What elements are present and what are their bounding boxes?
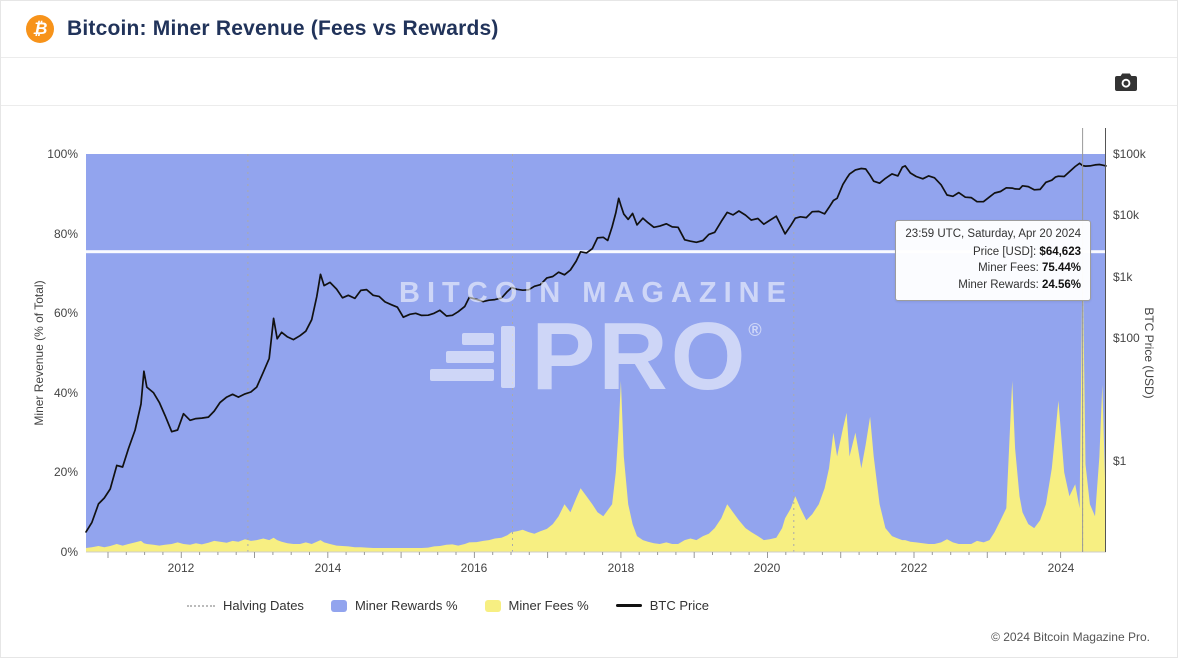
- tooltip-timestamp: 23:59 UTC, Saturday, Apr 20 2024: [905, 228, 1081, 240]
- x-tick-label: 2024: [1047, 561, 1075, 575]
- copyright-text: © 2024 Bitcoin Magazine Pro.: [991, 630, 1150, 644]
- y-right-tick-label: $1k: [1113, 270, 1133, 284]
- bitcoin-symbol: ₿: [32, 19, 48, 39]
- y-left-tick-label: 20%: [53, 465, 78, 479]
- x-tick-label: 2012: [167, 561, 195, 575]
- legend-label: BTC Price: [649, 598, 709, 613]
- y-left-tick-label: 100%: [47, 147, 78, 161]
- y-axis-title-right: BTC Price (USD): [1142, 307, 1156, 399]
- x-tick-label: 2018: [607, 561, 635, 575]
- halving-dates-swatch: [187, 604, 215, 607]
- x-tick-label: 2022: [900, 561, 928, 575]
- y-right-tick-label: $1: [1113, 454, 1127, 468]
- legend-item-miner-rewards[interactable]: Miner Rewards %: [330, 598, 458, 613]
- export-image-button[interactable]: [1111, 70, 1141, 94]
- y-right-tick-label: $100k: [1113, 147, 1146, 161]
- y-right-tick-label: $100: [1113, 331, 1140, 345]
- legend-label: Miner Fees %: [508, 598, 589, 613]
- x-tick-label: 2014: [314, 561, 342, 575]
- legend-item-miner-fees[interactable]: Miner Fees %: [484, 598, 589, 613]
- miner-rewards-swatch: [330, 599, 347, 612]
- y-left-tick-label: 80%: [53, 227, 78, 241]
- tooltip-rewards-row: Miner Rewards: 24.56%: [958, 279, 1081, 292]
- chart-tooltip: 23:59 UTC, Saturday, Apr 20 2024 Price […: [895, 220, 1091, 301]
- page-title: Bitcoin: Miner Revenue (Fees vs Rewards): [67, 17, 499, 40]
- legend-label: Miner Rewards %: [354, 598, 458, 613]
- camera-icon: [1114, 72, 1138, 92]
- chart-toolbar: [1, 58, 1177, 106]
- x-tick-label: 2020: [753, 561, 781, 575]
- plot-canvas[interactable]: [85, 128, 1107, 558]
- y-left-tick-label: 60%: [53, 306, 78, 320]
- legend-item-btc-price[interactable]: BTC Price: [615, 598, 709, 613]
- tooltip-price-row: Price [USD]: $64,623: [972, 245, 1081, 258]
- miner-revenue-chart: Miner Revenue (% of Total) BTC Price (US…: [1, 105, 1177, 583]
- tooltip-fees-row: Miner Fees: 75.44%: [978, 262, 1081, 275]
- y-axis-title-left: Miner Revenue (% of Total): [32, 280, 46, 426]
- y-left-tick-label: 40%: [53, 386, 78, 400]
- x-tick-label: 2016: [460, 561, 488, 575]
- miner-fees-swatch: [484, 599, 501, 612]
- y-right-tick-label: $10k: [1113, 208, 1140, 222]
- legend-label: Halving Dates: [223, 598, 304, 613]
- btc-price-swatch: [615, 604, 642, 607]
- page-header: ₿ Bitcoin: Miner Revenue (Fees vs Reward…: [1, 1, 1177, 58]
- legend-item-halving-dates[interactable]: Halving Dates: [187, 598, 304, 613]
- plot-area[interactable]: BITCOIN MAGAZINE PRO ® 23:59 UTC, Saturd…: [85, 128, 1107, 558]
- y-left-tick-label: 0%: [60, 545, 78, 559]
- chart-legend: Halving Dates Miner Rewards % Miner Fees…: [187, 598, 709, 613]
- bitcoin-logo-icon: ₿: [26, 15, 54, 43]
